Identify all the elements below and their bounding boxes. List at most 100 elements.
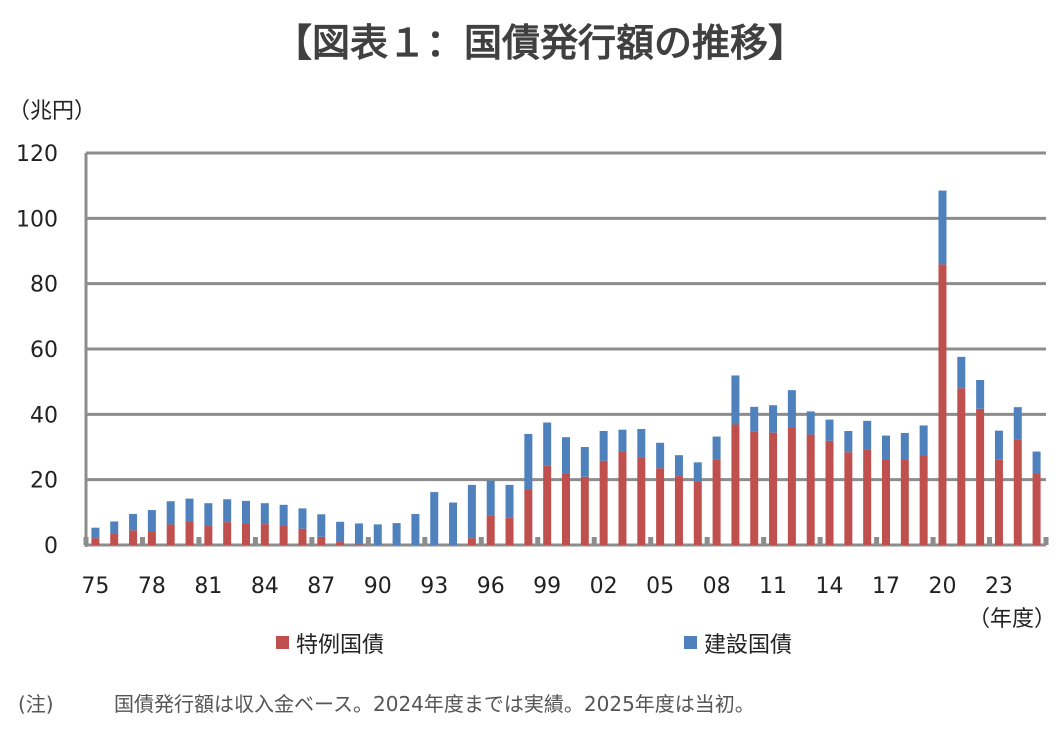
bar-special-bonds-2019 bbox=[919, 455, 928, 545]
bar-special-bonds-1989 bbox=[354, 544, 363, 545]
bar-construction-bonds-2004 bbox=[637, 429, 646, 458]
bar-construction-bonds-1991 bbox=[392, 523, 401, 545]
x-tick-label: 87 bbox=[307, 574, 335, 599]
bar-construction-bonds-2009 bbox=[731, 375, 740, 425]
x-tick-mark bbox=[365, 537, 371, 545]
bar-construction-bonds-1997 bbox=[505, 484, 514, 518]
bar-construction-bonds-2000 bbox=[562, 437, 570, 474]
x-tick-mark bbox=[422, 537, 428, 545]
y-tick-label: 80 bbox=[30, 273, 58, 298]
legend-swatch-special bbox=[276, 636, 289, 649]
x-tick-mark bbox=[252, 537, 258, 545]
bar-special-bonds-1979 bbox=[166, 524, 175, 545]
bar-construction-bonds-1983 bbox=[242, 500, 250, 524]
bar-construction-bonds-1992 bbox=[411, 513, 420, 545]
bar-construction-bonds-2021 bbox=[957, 356, 966, 389]
x-tick-mark bbox=[196, 537, 202, 545]
bar-construction-bonds-1988 bbox=[336, 521, 345, 543]
x-tick-mark bbox=[930, 537, 936, 545]
legend-label-construction: 建設国債 bbox=[704, 633, 792, 658]
bar-construction-bonds-2003 bbox=[618, 429, 627, 452]
bar-construction-bonds-1989 bbox=[354, 523, 363, 545]
x-tick-label: 23 bbox=[985, 574, 1013, 599]
bar-special-bonds-1997 bbox=[505, 517, 514, 545]
note-label: (注) bbox=[18, 692, 54, 716]
bar-special-bonds-2023 bbox=[994, 459, 1003, 545]
x-tick-mark bbox=[478, 537, 484, 545]
bar-special-bonds-2005 bbox=[656, 468, 665, 545]
x-tick-mark bbox=[1043, 537, 1049, 545]
bar-construction-bonds-1985 bbox=[279, 504, 288, 526]
bar-construction-bonds-2016 bbox=[863, 420, 872, 450]
bar-special-bonds-2000 bbox=[562, 473, 570, 545]
y-tick-label: 100 bbox=[16, 207, 58, 232]
bar-construction-bonds-2018 bbox=[900, 432, 909, 460]
x-tick-mark bbox=[761, 537, 767, 545]
bar-construction-bonds-1982 bbox=[223, 499, 232, 523]
bar-special-bonds-1983 bbox=[242, 523, 250, 545]
x-tick-mark bbox=[987, 537, 993, 545]
bar-construction-bonds-2006 bbox=[674, 455, 683, 477]
bar-special-bonds-2003 bbox=[618, 451, 627, 545]
bar-construction-bonds-2017 bbox=[882, 435, 890, 460]
bar-construction-bonds-1987 bbox=[317, 514, 326, 537]
x-tick-mark bbox=[591, 537, 597, 545]
x-tick-label: 11 bbox=[759, 574, 787, 599]
bar-construction-bonds-1990 bbox=[373, 524, 382, 545]
bar-special-bonds-2010 bbox=[750, 431, 759, 545]
y-tick-label: 60 bbox=[30, 338, 58, 363]
bar-construction-bonds-1986 bbox=[298, 508, 307, 529]
bar-construction-bonds-2024 bbox=[1013, 407, 1022, 440]
bar-special-bonds-2002 bbox=[599, 460, 608, 545]
x-tick-label: 81 bbox=[194, 574, 222, 599]
x-tick-mark bbox=[83, 537, 89, 545]
bar-special-bonds-1995 bbox=[467, 538, 476, 545]
bar-special-bonds-1985 bbox=[279, 525, 288, 545]
bar-construction-bonds-2025 bbox=[1032, 451, 1041, 474]
x-tick-mark bbox=[817, 537, 823, 545]
bar-construction-bonds-1978 bbox=[147, 510, 156, 531]
x-tick-label: 05 bbox=[646, 574, 674, 599]
bar-special-bonds-1976 bbox=[110, 533, 119, 545]
y-tick-label: 20 bbox=[30, 469, 58, 494]
bar-special-bonds-2009 bbox=[731, 424, 740, 545]
bar-construction-bonds-2001 bbox=[580, 447, 589, 477]
bar-construction-bonds-2008 bbox=[712, 436, 721, 460]
bar-special-bonds-1978 bbox=[147, 530, 156, 545]
bar-special-bonds-2014 bbox=[825, 440, 834, 545]
bar-construction-bonds-2012 bbox=[787, 390, 796, 428]
bar-construction-bonds-1993 bbox=[430, 492, 439, 545]
bar-construction-bonds-1981 bbox=[204, 503, 213, 527]
bar-special-bonds-2024 bbox=[1013, 439, 1022, 545]
bar-special-bonds-2020 bbox=[938, 264, 947, 545]
x-tick-label: 17 bbox=[872, 574, 900, 599]
bar-construction-bonds-2015 bbox=[844, 430, 853, 453]
bar-construction-bonds-1996 bbox=[486, 480, 495, 516]
bar-construction-bonds-2010 bbox=[750, 406, 759, 432]
bar-construction-bonds-1977 bbox=[129, 513, 138, 531]
legend-label-special: 特例国債 bbox=[296, 633, 384, 658]
x-tick-label: 20 bbox=[928, 574, 956, 599]
x-tick-mark bbox=[704, 537, 710, 545]
bar-construction-bonds-2007 bbox=[693, 462, 702, 482]
bar-special-bonds-2021 bbox=[957, 388, 966, 545]
bar-special-bonds-1999 bbox=[543, 465, 552, 545]
bar-construction-bonds-1976 bbox=[110, 521, 119, 534]
bar-special-bonds-1998 bbox=[524, 489, 533, 545]
x-tick-label: 90 bbox=[364, 574, 392, 599]
bar-construction-bonds-1998 bbox=[524, 433, 533, 490]
bar-special-bonds-2011 bbox=[769, 432, 778, 545]
bar-construction-bonds-2022 bbox=[976, 380, 985, 409]
bar-special-bonds-2013 bbox=[806, 434, 815, 545]
y-tick-label: 120 bbox=[16, 142, 58, 167]
bar-special-bonds-1987 bbox=[317, 536, 326, 545]
bar-special-bonds-2022 bbox=[976, 408, 985, 545]
x-tick-mark bbox=[535, 537, 541, 545]
legend-swatch-construction bbox=[684, 636, 697, 649]
bar-construction-bonds-1975 bbox=[91, 527, 100, 539]
bar-special-bonds-2015 bbox=[844, 452, 853, 545]
x-tick-label: 99 bbox=[533, 574, 561, 599]
bar-special-bonds-1980 bbox=[185, 521, 194, 545]
bar-special-bonds-2008 bbox=[712, 459, 721, 545]
